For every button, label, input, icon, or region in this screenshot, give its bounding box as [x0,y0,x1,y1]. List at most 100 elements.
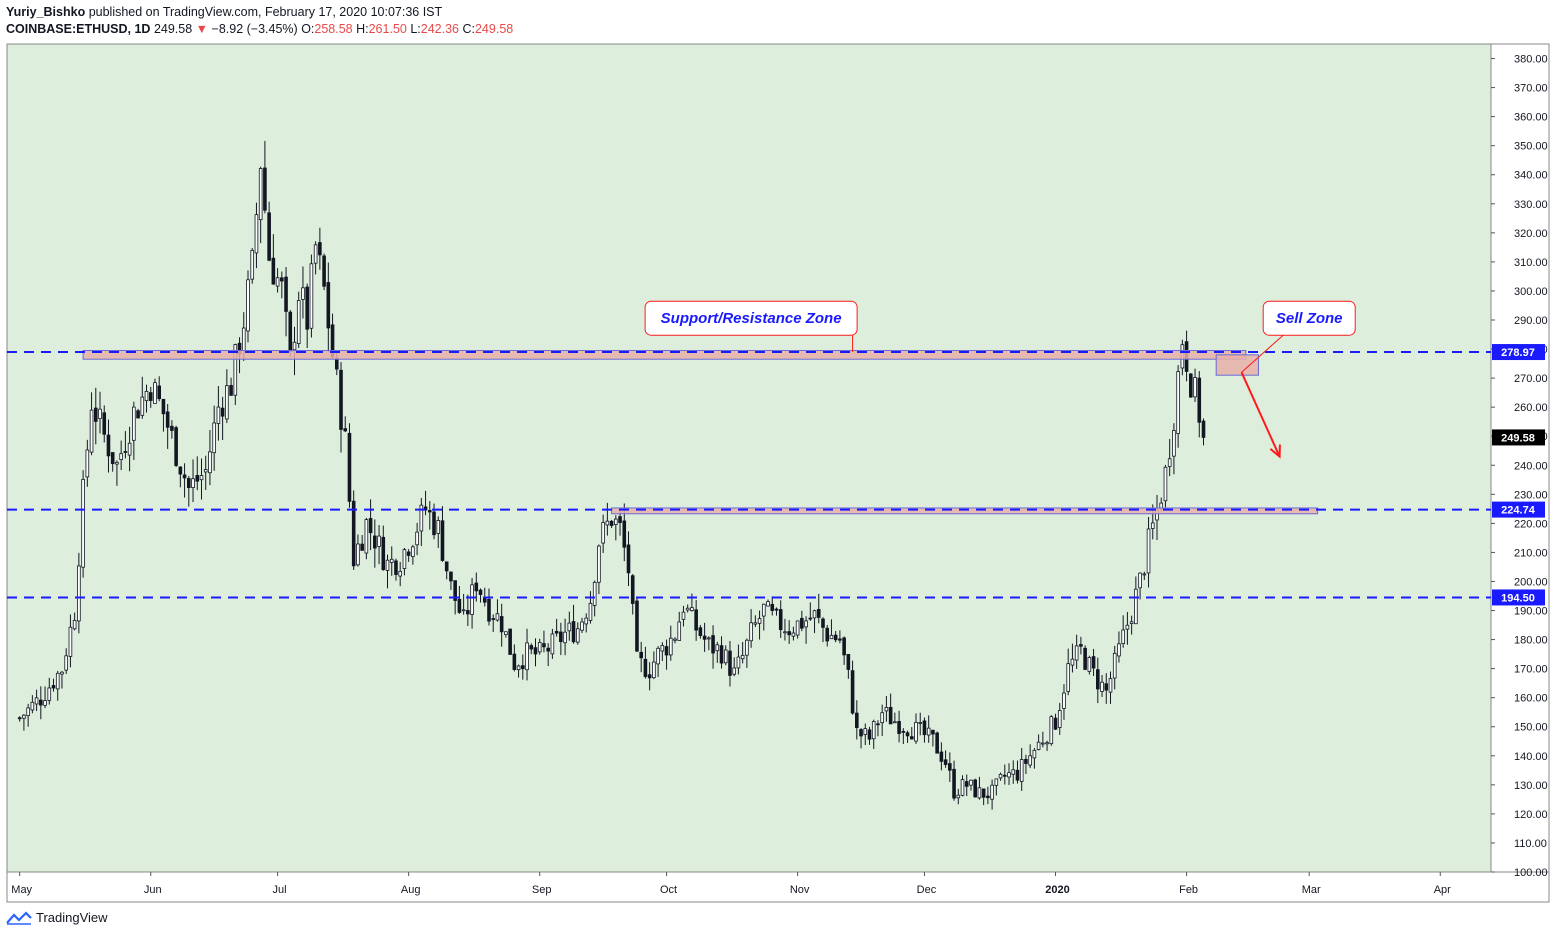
candle-body [542,643,546,648]
candle-body [1096,669,1100,690]
time-axis[interactable] [6,871,1550,903]
candle-body [51,685,56,689]
candle-body [313,244,318,264]
candle-body [753,622,758,625]
candle-body [800,617,804,629]
y-tick-label: 340.00 [1514,170,1548,182]
candle-body [1053,717,1058,730]
candle-body [301,287,305,300]
y-tick-label: 230.00 [1514,489,1548,501]
support-resistance-callout: Support/Resistance Zone [644,300,858,352]
candle-body [170,425,174,431]
price-label-box [1492,344,1545,361]
candle-body [55,672,60,690]
x-tick-label: Oct [660,884,677,896]
candle-body [516,665,521,671]
candle-body [440,520,445,561]
candle-body [284,276,288,312]
down-arrow-head [1269,444,1281,459]
candle-body [690,607,694,611]
candle-body [136,410,140,419]
candle-body [208,451,212,474]
candle-body [1142,573,1147,576]
candle-body [888,706,893,725]
candle-body [296,300,301,344]
candle-body [1045,742,1049,745]
candle-body [77,565,81,622]
candle-body [909,736,914,740]
x-tick-label: Nov [790,884,810,896]
tradingview-footer[interactable]: TradingView [6,910,108,925]
candle-body [288,311,293,353]
candle-body [246,279,250,332]
candle-body [229,385,233,396]
candle-body [884,707,889,712]
candle-body [808,617,813,620]
zone-rect [1215,354,1259,376]
candle-body [664,646,669,656]
price-label-box [1492,589,1545,606]
candle-body [639,651,643,659]
candle-body [461,609,466,612]
candle-body [994,778,999,786]
candle-body [1167,458,1172,467]
candle-body [859,729,863,737]
candle-body [609,520,614,526]
candle-body [715,644,720,652]
candle-body [914,722,918,742]
candle-body [863,728,868,735]
candle-body [250,250,255,280]
candle-body [444,561,449,572]
candle-body [1087,657,1092,672]
candle-body [1036,741,1041,750]
price-change: −8.92 (−3.45%) [211,22,298,36]
y-tick-label: 300.00 [1514,286,1548,298]
candle-body [491,618,496,620]
candle-body [411,546,415,557]
price-axis[interactable] [1490,43,1550,873]
candle-body [148,392,153,401]
candle-body [495,613,500,621]
candle-body [977,787,982,799]
author-name[interactable]: Yuriy_Bishko [6,5,86,19]
candle-body [47,687,52,701]
candle-body [745,639,749,656]
candle-body [406,551,411,556]
candle-body [132,406,136,441]
callout-box [1262,300,1356,336]
y-tick-label: 360.00 [1514,112,1548,124]
y-tick-label: 130.00 [1514,780,1548,792]
candle-body [318,242,322,256]
candle-body [364,519,369,554]
y-tick-label: 350.00 [1514,141,1548,153]
candle-body [533,647,538,655]
candle-body [1066,663,1071,692]
callout-text: Support/Resistance Zone [661,310,842,327]
candle-body [68,626,73,657]
candle-body [351,500,356,567]
plot-area[interactable] [6,43,1492,873]
candle-body [956,794,961,799]
candle-body [766,601,770,607]
candle-body [17,717,22,720]
candle-body [389,558,394,563]
candle-body [1041,742,1045,745]
candle-body [981,788,986,798]
candle-body [81,479,85,568]
candle-body [1138,572,1142,589]
candle-body [618,516,622,523]
candle-body [1197,377,1202,423]
candle-body [880,712,884,724]
candle-body [267,212,271,261]
open-label: O: [301,22,315,36]
candle-body [1079,644,1083,647]
price-labels: 278.97 249.58 224.74 194.50 [1492,344,1545,606]
candle-body [258,168,263,221]
candle-body [998,773,1003,779]
candle-body [334,357,339,370]
y-tick-label: 170.00 [1514,664,1548,676]
candle-body [322,255,326,287]
candle-body [584,617,589,625]
candle-body [1011,769,1016,775]
